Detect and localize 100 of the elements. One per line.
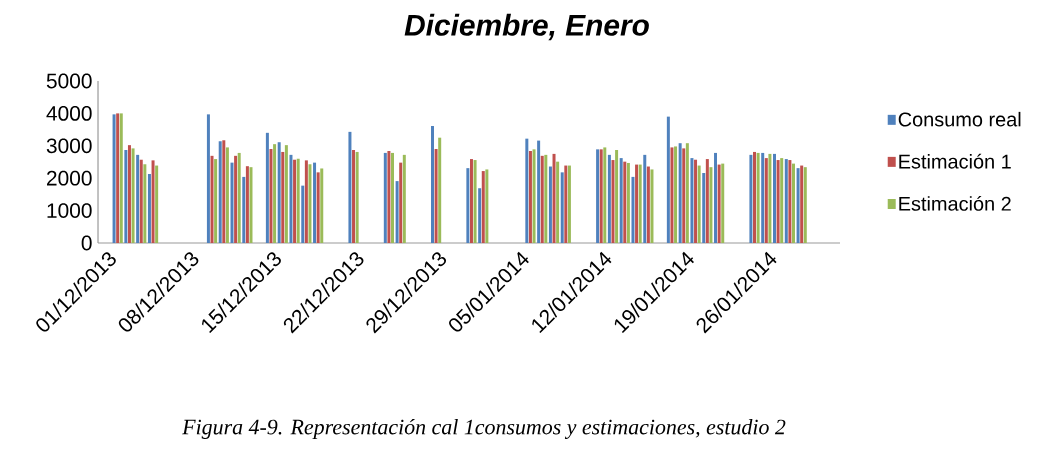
bar — [155, 165, 159, 243]
bar — [210, 155, 214, 243]
bar — [265, 132, 269, 243]
bar — [697, 165, 701, 243]
bar — [466, 168, 470, 243]
bar — [717, 164, 721, 243]
bar — [682, 148, 686, 243]
bar — [670, 147, 674, 243]
bar — [131, 148, 135, 243]
bar — [214, 159, 218, 243]
bar — [391, 152, 395, 243]
bar — [478, 188, 482, 243]
bar — [749, 154, 753, 243]
bar — [383, 152, 387, 243]
bar — [139, 159, 143, 243]
bar — [776, 160, 780, 243]
bar — [678, 143, 682, 243]
bar — [485, 169, 489, 243]
bar — [705, 159, 709, 243]
bar — [650, 169, 654, 243]
bar — [348, 131, 352, 243]
bar — [249, 167, 253, 243]
bar — [540, 155, 544, 243]
y-tick-label: 4000 — [46, 105, 92, 121]
bar — [780, 158, 784, 243]
bar — [528, 150, 532, 243]
bar — [289, 154, 293, 243]
bar — [525, 138, 529, 243]
bar — [721, 163, 725, 243]
bar — [773, 153, 776, 243]
bar — [273, 144, 277, 243]
y-tick-label: 1000 — [47, 203, 92, 218]
bar — [709, 167, 713, 243]
bar — [796, 168, 800, 243]
bar — [301, 185, 305, 243]
text: Figura 4-9. Representación cal 1consumos y estimaciones, estudio 2 — [182, 419, 786, 439]
legend-label: Consumo real — [898, 111, 1021, 127]
bar — [438, 137, 442, 243]
bar — [788, 160, 792, 243]
bar — [136, 154, 140, 243]
bar — [674, 146, 678, 243]
chart-title: Diciembre, Enero — [404, 13, 649, 41]
bar — [218, 141, 222, 243]
bar — [269, 149, 273, 243]
bar — [548, 166, 552, 243]
bar — [395, 181, 399, 243]
bar — [147, 173, 151, 243]
bar — [387, 150, 391, 243]
bar — [222, 140, 226, 243]
bar — [784, 159, 788, 243]
bar — [284, 145, 288, 243]
bar — [230, 162, 234, 243]
bar — [615, 150, 619, 243]
bar — [702, 173, 706, 243]
bar — [666, 116, 670, 243]
bar — [430, 126, 434, 243]
bar — [313, 162, 317, 243]
bar — [643, 154, 647, 243]
bar — [611, 160, 615, 243]
bar — [556, 161, 560, 243]
bar — [619, 158, 623, 243]
bar — [646, 166, 650, 243]
bar — [127, 145, 131, 243]
bar — [112, 114, 116, 243]
bar — [304, 160, 308, 243]
bar — [560, 172, 564, 243]
bar — [151, 160, 155, 243]
bar — [690, 158, 694, 243]
bar — [552, 153, 556, 243]
bar — [685, 143, 689, 243]
bar — [469, 159, 473, 243]
bar — [316, 172, 320, 243]
bar — [281, 151, 285, 243]
bar — [694, 159, 698, 243]
bar — [124, 150, 128, 243]
bar — [481, 171, 485, 243]
y-tick-label: 2000 — [47, 170, 92, 186]
y-tick-label: 0 — [81, 235, 92, 251]
bar — [245, 166, 249, 243]
bar — [434, 149, 438, 243]
bar — [607, 154, 611, 243]
bar — [768, 153, 772, 243]
bar — [532, 149, 536, 243]
legend-label: Estimación 2 — [899, 195, 1011, 211]
bar — [206, 114, 210, 243]
bar — [399, 162, 403, 243]
bar — [544, 154, 548, 243]
y-tick-label: 5000 — [46, 73, 92, 89]
bar — [537, 140, 541, 243]
bar — [761, 152, 765, 243]
bar — [603, 147, 607, 243]
bar — [764, 158, 768, 243]
bar — [631, 176, 635, 243]
bar — [143, 164, 147, 243]
legend-label: Estimación 1 — [899, 153, 1011, 169]
bar — [402, 154, 406, 243]
bar — [473, 160, 477, 243]
bar — [242, 176, 246, 243]
bar — [714, 152, 718, 243]
bar — [308, 164, 312, 243]
